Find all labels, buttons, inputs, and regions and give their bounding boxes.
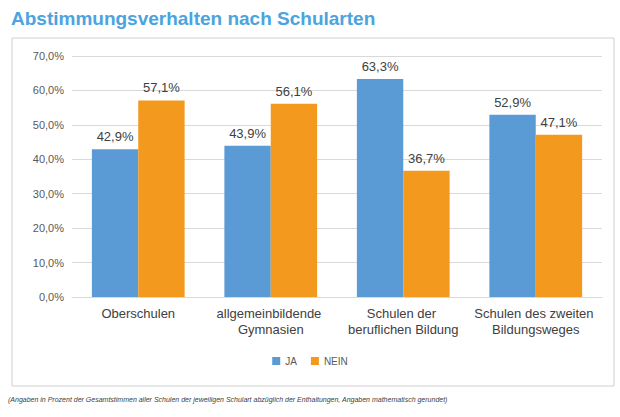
svg-text:47,1%: 47,1%	[541, 115, 578, 130]
svg-text:NEIN: NEIN	[324, 356, 348, 367]
svg-text:50,0%: 50,0%	[33, 119, 64, 131]
svg-text:56,1%: 56,1%	[276, 84, 313, 99]
svg-text:43,9%: 43,9%	[229, 126, 266, 141]
svg-text:Schulen des zweiten: Schulen des zweiten	[474, 306, 597, 321]
svg-text:42,9%: 42,9%	[97, 129, 134, 144]
svg-text:40,0%: 40,0%	[33, 153, 64, 165]
svg-text:60,0%: 60,0%	[33, 84, 64, 96]
svg-text:30,0%: 30,0%	[33, 188, 64, 200]
svg-text:20,0%: 20,0%	[33, 222, 64, 234]
svg-text:Bildungsweges: Bildungsweges	[492, 322, 580, 337]
svg-text:allgemeinbildende: allgemeinbildende	[217, 306, 325, 321]
svg-text:10,0%: 10,0%	[33, 257, 64, 269]
svg-text:Gymnasien: Gymnasien	[238, 322, 304, 337]
svg-text:52,9%: 52,9%	[494, 95, 531, 110]
svg-text:63,3%: 63,3%	[362, 59, 399, 74]
svg-text:Schulen der: Schulen der	[367, 306, 440, 321]
svg-text:Abstimmungsverhalten nach Schu: Abstimmungsverhalten nach Schularten	[11, 8, 375, 29]
svg-text:Oberschulen: Oberschulen	[101, 306, 175, 321]
svg-text:70,0%: 70,0%	[33, 50, 64, 62]
svg-text:JA: JA	[285, 356, 297, 367]
svg-text:beruflichen Bildung: beruflichen Bildung	[348, 322, 459, 337]
svg-text:0,0%: 0,0%	[39, 291, 64, 303]
svg-text:36,7%: 36,7%	[408, 151, 445, 166]
svg-text:(Angaben in Prozent der Gesamt: (Angaben in Prozent der Gesamtstimmen al…	[8, 396, 447, 404]
svg-text:57,1%: 57,1%	[143, 80, 180, 95]
